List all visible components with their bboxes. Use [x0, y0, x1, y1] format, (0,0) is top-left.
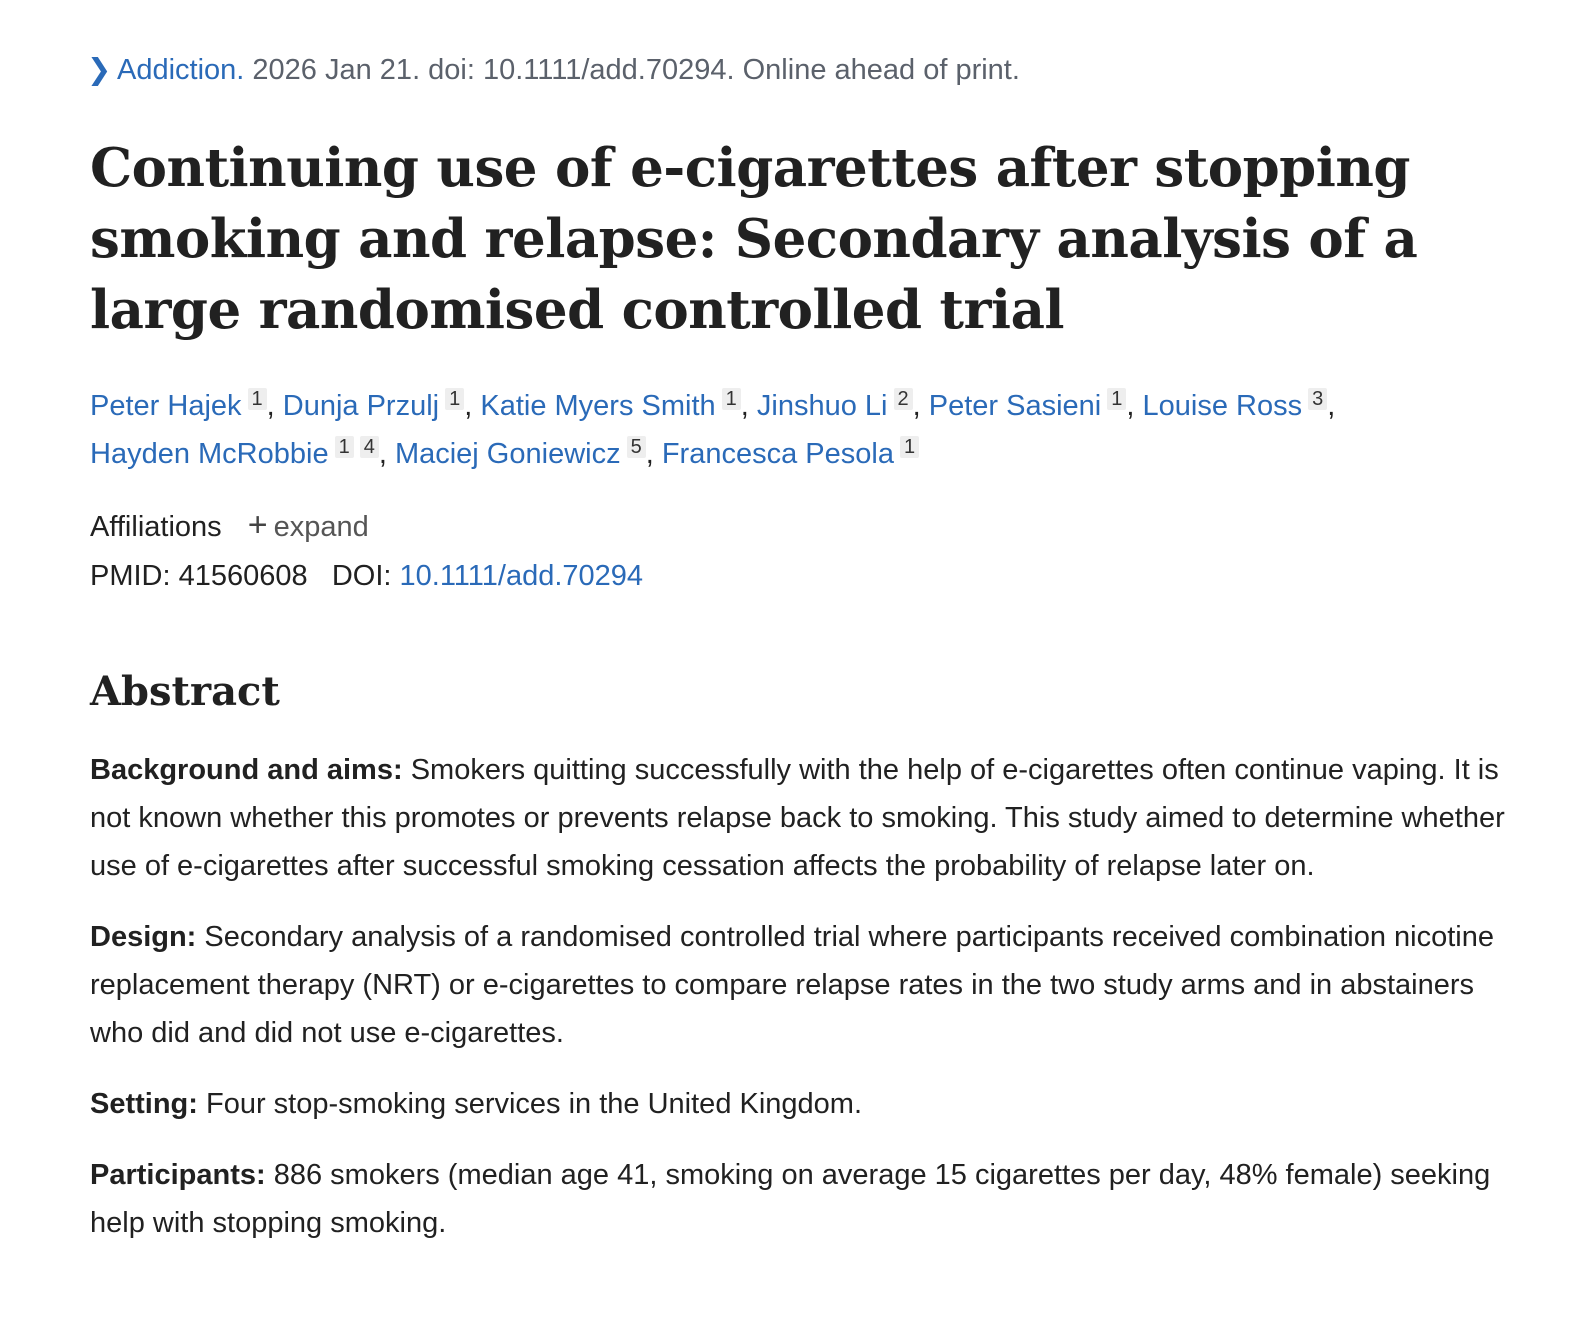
- affiliations-label: Affiliations: [90, 511, 222, 543]
- section-text: 886 smokers (median age 41, smoking on a…: [90, 1159, 1491, 1239]
- affiliation-number-button[interactable]: 2: [893, 388, 913, 410]
- affiliation-number-button[interactable]: 4: [359, 436, 379, 458]
- affiliations-expand-button[interactable]: + expand: [248, 506, 369, 544]
- citation-details: 2026 Jan 21. doi: 10.1111/add.70294. Onl…: [252, 54, 1020, 86]
- author-link[interactable]: Hayden McRobbie: [90, 438, 329, 470]
- affiliation-number-button[interactable]: 5: [626, 436, 646, 458]
- affiliation-number-button[interactable]: 1: [247, 388, 267, 410]
- author-link[interactable]: Jinshuo Li: [756, 390, 888, 422]
- affiliation-number-button[interactable]: 1: [1107, 388, 1127, 410]
- section-text: Secondary analysis of a randomised contr…: [90, 921, 1494, 1049]
- abstract-body: Background and aims: Smokers quitting su…: [90, 746, 1510, 1270]
- abstract-section: Setting: Four stop-smoking services in t…: [90, 1080, 1510, 1128]
- section-label: Background and aims:: [90, 754, 403, 786]
- journal-link[interactable]: Addiction.: [117, 54, 245, 86]
- affiliations: Affiliations + expand: [90, 506, 369, 545]
- author-link[interactable]: Francesca Pesola: [661, 438, 894, 470]
- section-text: Four stop-smoking services in the United…: [206, 1088, 863, 1120]
- author-link[interactable]: Peter Sasieni: [928, 390, 1102, 422]
- expand-label: expand: [273, 511, 369, 543]
- citation: ❯ Addiction. 2026 Jan 21. doi: 10.1111/ad…: [87, 52, 1020, 87]
- affiliation-number-button[interactable]: 3: [1308, 388, 1328, 410]
- author-link[interactable]: Peter Hajek: [90, 390, 242, 422]
- affiliation-number-button[interactable]: 1: [445, 388, 465, 410]
- affiliation-number-button[interactable]: 1: [899, 436, 920, 458]
- author-link[interactable]: Katie Myers Smith: [480, 390, 716, 422]
- abstract-section: Participants: 886 smokers (median age 41…: [90, 1151, 1510, 1247]
- section-label: Setting:: [90, 1088, 198, 1120]
- section-label: Participants:: [90, 1159, 266, 1191]
- doi-label: DOI:: [331, 560, 392, 592]
- doi-link[interactable]: 10.1111/add.70294: [399, 560, 644, 592]
- abstract-heading: Abstract: [90, 668, 280, 715]
- author-link[interactable]: Maciej Goniewicz: [394, 438, 621, 470]
- abstract-section: Design: Secondary analysis of a randomis…: [90, 913, 1510, 1057]
- chevron-right-icon[interactable]: ❯: [87, 54, 112, 86]
- affiliation-number-button[interactable]: 1: [334, 436, 354, 458]
- author-link[interactable]: Dunja Przulj: [282, 390, 440, 422]
- pmid-value: 41560608: [178, 560, 308, 592]
- section-text: Smokers quitting successfully with the h…: [90, 754, 1505, 882]
- abstract-section: Background and aims: Smokers quitting su…: [90, 746, 1510, 890]
- article-title: Continuing use of e-cigarettes after sto…: [90, 137, 1418, 341]
- author-link[interactable]: Louise Ross: [1142, 390, 1303, 422]
- author-list: Peter Hajek 1, Dunja Przulj 1, Katie Myers…: [90, 388, 1336, 470]
- affiliation-number-button[interactable]: 1: [721, 388, 741, 410]
- plus-icon: +: [247, 506, 268, 544]
- section-label: Design:: [90, 921, 197, 953]
- identifiers: PMID: 41560608 DOI: 10.1111/add.70294: [90, 560, 643, 593]
- pmid-label: PMID:: [90, 560, 171, 592]
